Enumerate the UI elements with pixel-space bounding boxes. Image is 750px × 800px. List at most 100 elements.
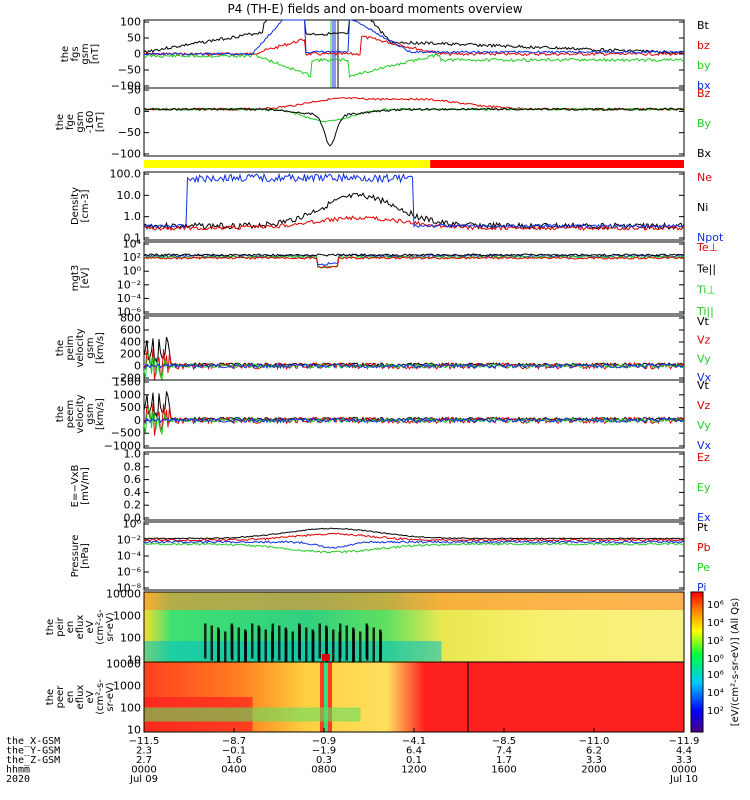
x-axis-value: 2.7 <box>136 755 152 766</box>
efield-frame <box>143 451 685 521</box>
y-axis-label-line: eflux <box>75 685 86 710</box>
x-axis-value: 3.3 <box>676 755 692 766</box>
x-axis-value: Jul 09 <box>129 774 158 785</box>
legend-entry: By <box>697 117 712 130</box>
y-tick-label: 1000 <box>113 388 141 401</box>
legend-entry: Vt <box>697 315 710 328</box>
x-axis-value: Jul 10 <box>669 774 698 785</box>
colorbar-tick-label: 10² <box>707 706 724 717</box>
y-tick-label: 0.4 <box>124 486 142 499</box>
y-axis-label-line: velocity <box>75 328 86 367</box>
legend-entry: Bz <box>697 87 711 100</box>
x-axis-value: 0000 <box>131 765 156 776</box>
x-axis-value: −8.7 <box>222 736 246 747</box>
legend-entry: Bx <box>697 147 712 160</box>
y-axis-label-line: fge <box>65 114 76 130</box>
mode-bar-segment <box>144 160 431 168</box>
y-axis-label-line: [km/s] <box>95 332 106 364</box>
colorbar-label-group: [eV/(cm²-s-sr-eV)] (All Qs) <box>730 598 741 727</box>
legend-entry: Vz <box>697 399 711 412</box>
x-axis-value: 0800 <box>311 765 336 776</box>
legend-entry: Vz <box>697 334 711 347</box>
density-ylabel: Density [cm-3] <box>70 187 91 225</box>
y-axis-label-line: fgs <box>70 46 81 61</box>
mode-bar-segment <box>430 160 684 168</box>
no-data-mark <box>217 629 220 665</box>
x-axis-value: −8.5 <box>492 736 516 747</box>
peer-spectrogram-panel: 10000 1000 100 10 the peer en eflux eV (cm²-s-sr-… <box>45 658 685 737</box>
legend-entry: Ti|| <box>696 305 714 318</box>
y-tick-label: 10000 <box>106 658 141 671</box>
no-data-mark <box>291 631 294 667</box>
no-data-mark <box>332 629 335 665</box>
y-axis-label-line: gsm <box>75 111 86 132</box>
y-tick-label: 10.0 <box>117 189 142 202</box>
no-data-mark <box>345 625 348 661</box>
y-tick-label: 10⁻² <box>117 534 141 547</box>
y-axis-label-line: eV <box>85 690 96 703</box>
no-data-mark <box>285 629 288 665</box>
y-axis-label-line: peim <box>65 335 76 360</box>
pressure-panel: 10⁰ 10⁻² 10⁻⁴ 10⁻⁶ 10⁻⁸ Pressure [nPa] Pt Pb Pe Pi <box>70 518 711 595</box>
x-axis-value: −0.1 <box>222 746 246 757</box>
y-axis-label-line: -160 <box>85 111 96 134</box>
legend-entry: Pi <box>697 581 706 594</box>
y-tick-label: 0.0 <box>124 512 142 525</box>
y-tick-label: 10² <box>123 251 141 264</box>
no-data-mark <box>305 627 308 663</box>
y-axis-label-line: eV <box>85 620 96 633</box>
y-tick-label: −100 <box>111 148 141 161</box>
y-tick-label: 800 <box>120 312 141 325</box>
x-axis-value: 4.4 <box>676 746 692 757</box>
legend-entry: Vx <box>697 371 712 384</box>
y-tick-label: −50 <box>118 126 141 139</box>
legend-entry: Vx <box>697 439 712 452</box>
y-axis-label-line: [eV] <box>80 268 91 289</box>
legend-entry: Ex <box>697 511 711 524</box>
y-tick-label: 10⁻⁸ <box>117 582 142 595</box>
x-axis-value: −11.0 <box>579 736 610 747</box>
y-axis-label-line: gsm <box>85 403 96 424</box>
y-tick-label: 600 <box>120 324 141 337</box>
y-axis-label-line: Density <box>70 187 81 225</box>
x-axis-value: −0.9 <box>312 736 336 747</box>
mode-bar-panel <box>144 160 684 168</box>
series-bx <box>143 107 685 147</box>
y-axis-label-line: [mV/m] <box>80 467 91 505</box>
y-tick-label: 0.1 <box>124 232 142 245</box>
no-data-mark <box>352 629 355 665</box>
x-axis-row-label: 2020 <box>6 774 30 785</box>
x-axis-value: 3.3 <box>586 755 602 766</box>
high-energy-band <box>144 592 684 610</box>
y-axis-label-line: [nPa] <box>80 543 91 569</box>
y-tick-label: 1000 <box>113 680 141 693</box>
no-data-mark <box>339 623 342 659</box>
colorbar-tick-label: 10⁴ <box>707 618 724 629</box>
y-axis-label-line: gsm <box>85 337 96 358</box>
y-tick-label: 50 <box>127 32 141 45</box>
no-data-mark <box>271 623 274 659</box>
no-data-mark <box>237 627 240 663</box>
series-bt <box>143 19 685 55</box>
x-axis-value: −11.9 <box>669 736 700 747</box>
y-tick-label: −500 <box>111 427 141 440</box>
y-axis-label-line: peir <box>55 616 66 636</box>
x-axis-value: 6.2 <box>586 746 602 757</box>
y-axis-label-line: [km/s] <box>95 398 106 430</box>
colorbar-gradient <box>690 591 704 733</box>
temperature-ylabel: mgt3 [eV] <box>70 265 91 291</box>
peim-velocity-frame <box>143 315 685 381</box>
series-by <box>143 52 685 79</box>
density-panel: 100.0 10.0 1.0 0.1 Density [cm-3] Ne Ni Npot <box>70 168 724 245</box>
legend-entry: Vy <box>697 352 711 365</box>
y-tick-label: 0.6 <box>124 473 142 486</box>
peak-mark <box>322 654 330 661</box>
y-tick-label: 100 <box>120 632 141 645</box>
legend-entry: Pt <box>697 521 709 534</box>
no-data-mark <box>325 627 328 663</box>
colorbar-tick-label: 10⁶ <box>707 600 724 611</box>
colorbar-tick-label: 10⁰ <box>707 654 724 665</box>
y-tick-label: 0 <box>134 48 141 61</box>
center-stripe-core <box>324 662 328 732</box>
